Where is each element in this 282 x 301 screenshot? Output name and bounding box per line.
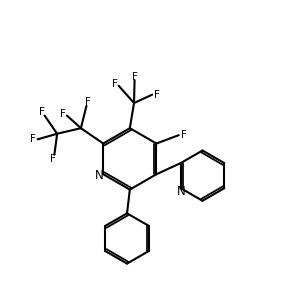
Text: F: F: [30, 134, 36, 144]
Text: F: F: [112, 79, 117, 89]
Text: F: F: [60, 109, 66, 119]
Text: F: F: [154, 90, 160, 100]
Text: F: F: [181, 130, 187, 140]
Text: N: N: [95, 169, 103, 182]
Text: F: F: [85, 98, 91, 107]
Text: F: F: [132, 72, 138, 82]
Text: F: F: [50, 154, 56, 164]
Text: F: F: [39, 107, 45, 117]
Text: N: N: [177, 185, 186, 198]
